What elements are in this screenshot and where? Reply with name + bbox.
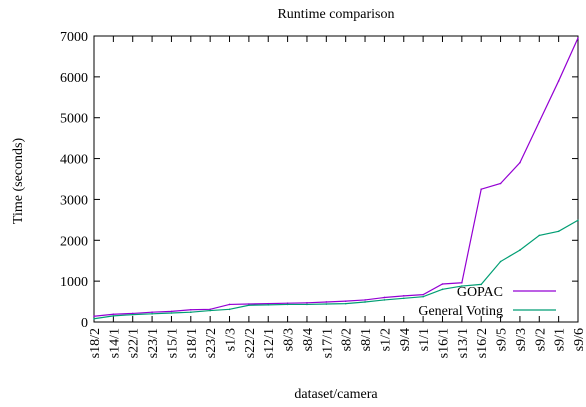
x-tick-label: s23/2 [204, 328, 219, 358]
data-point [248, 303, 250, 305]
data-point [364, 299, 366, 301]
y-tick-label: 3000 [60, 193, 88, 208]
data-point [383, 296, 386, 299]
x-tick-label: s15/1 [165, 328, 180, 358]
data-point [112, 315, 115, 317]
x-tick-label: s9/2 [533, 328, 548, 351]
x-axis: s18/2 s14/1 s22/1 s23/1 s15/1 s18/1 s23/2 s1/3 s… [88, 36, 586, 358]
x-tick-label: s8/4 [301, 328, 316, 351]
data-point [402, 295, 405, 297]
data-point [306, 301, 308, 304]
x-tick-label: s8/3 [282, 328, 297, 351]
legend: GOPAC General Voting [418, 285, 556, 319]
plot-frame [93, 35, 579, 323]
data-point [151, 311, 153, 313]
data-point [170, 312, 173, 314]
data-point [170, 310, 173, 313]
data-point [131, 312, 134, 315]
x-tick-label: s18/1 [185, 328, 200, 358]
data-point [228, 303, 231, 306]
data-point [209, 308, 211, 311]
data-point [441, 283, 444, 285]
x-tick-label: s22/2 [243, 328, 258, 358]
data-point [325, 301, 328, 303]
data-point [577, 219, 579, 222]
y-tick-label: 7000 [60, 30, 88, 45]
data-point [306, 303, 308, 306]
x-axis-label: dataset/camera [294, 387, 378, 402]
x-tick-label: s1/1 [417, 328, 432, 351]
y-axis-label: Time (seconds) [11, 138, 26, 225]
data-point [93, 315, 95, 318]
y-axis: 0 1000 2000 3000 4000 5000 6000 7000 [60, 30, 578, 331]
data-point [190, 311, 192, 313]
data-point [344, 300, 347, 302]
series-line-gopac [93, 37, 579, 317]
legend-label: General Voting [418, 304, 503, 319]
x-tick-label: s18/2 [88, 328, 103, 358]
data-point [499, 182, 502, 185]
data-point [248, 304, 250, 307]
x-tick-label: s14/1 [107, 328, 122, 358]
data-point [190, 308, 192, 311]
data-point [209, 309, 211, 312]
data-point [151, 313, 153, 315]
data-point [441, 288, 444, 291]
data-point [325, 303, 328, 305]
y-tick-label: 2000 [60, 234, 88, 249]
x-tick-label: s9/3 [514, 328, 529, 351]
x-tick-label: s9/1 [553, 328, 568, 351]
data-point [499, 260, 502, 263]
data-point [131, 313, 134, 316]
x-tick-label: s8/1 [359, 328, 374, 351]
data-point [519, 249, 521, 251]
x-tick-label: s9/5 [495, 328, 510, 351]
data-point [228, 308, 231, 311]
x-tick-label: s16/1 [436, 328, 451, 358]
data-point [557, 230, 560, 233]
chart-title: Runtime comparison [277, 7, 394, 22]
data-point [267, 302, 270, 305]
y-tick-label: 6000 [60, 71, 88, 86]
data-point [364, 301, 366, 303]
y-tick-label: 5000 [60, 112, 88, 127]
data-point [344, 302, 347, 305]
data-point [538, 121, 541, 123]
x-tick-label: s1/2 [378, 328, 393, 351]
x-tick-label: s23/1 [146, 328, 161, 358]
series-layer [93, 37, 579, 320]
data-point [112, 313, 115, 316]
data-point [93, 317, 95, 320]
data-point [480, 188, 483, 191]
x-tick-label: s22/1 [127, 328, 142, 358]
data-point [519, 161, 521, 164]
data-point [286, 303, 289, 306]
data-point [286, 302, 289, 305]
data-point [461, 285, 463, 287]
x-tick-label: s1/3 [224, 328, 239, 351]
data-point [538, 234, 541, 237]
data-point [557, 80, 560, 82]
data-point [267, 304, 270, 306]
data-point [402, 297, 405, 300]
data-point [461, 281, 463, 284]
x-tick-label: s16/2 [475, 328, 490, 358]
x-tick-label: s12/1 [262, 328, 277, 358]
data-point [577, 37, 579, 39]
data-point [383, 299, 386, 301]
y-tick-label: 4000 [60, 153, 88, 168]
x-tick-label: s13/1 [456, 328, 471, 358]
y-tick-label: 0 [81, 316, 88, 331]
series-line-general-voting [93, 219, 579, 320]
x-tick-label: s9/6 [572, 328, 586, 351]
x-tick-label: s9/4 [398, 328, 413, 351]
legend-label: GOPAC [457, 285, 503, 300]
data-point [422, 295, 424, 298]
y-tick-label: 1000 [60, 275, 88, 290]
x-tick-label: s17/1 [320, 328, 335, 358]
x-tick-label: s8/2 [340, 328, 355, 351]
data-point [422, 293, 424, 296]
data-point [480, 283, 483, 286]
